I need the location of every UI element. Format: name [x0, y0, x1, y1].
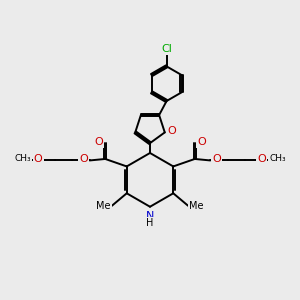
Text: Cl: Cl [162, 44, 172, 54]
Text: O: O [80, 154, 88, 164]
Text: O: O [212, 154, 220, 164]
Text: H: H [146, 218, 154, 229]
Text: CH₃: CH₃ [14, 154, 31, 164]
Text: Me: Me [96, 201, 111, 211]
Text: O: O [34, 154, 42, 164]
Text: Me: Me [189, 201, 204, 211]
Text: O: O [94, 137, 103, 147]
Text: O: O [197, 137, 206, 147]
Text: N: N [146, 211, 154, 221]
Text: CH₃: CH₃ [269, 154, 286, 164]
Text: O: O [167, 126, 176, 136]
Text: O: O [258, 154, 266, 164]
